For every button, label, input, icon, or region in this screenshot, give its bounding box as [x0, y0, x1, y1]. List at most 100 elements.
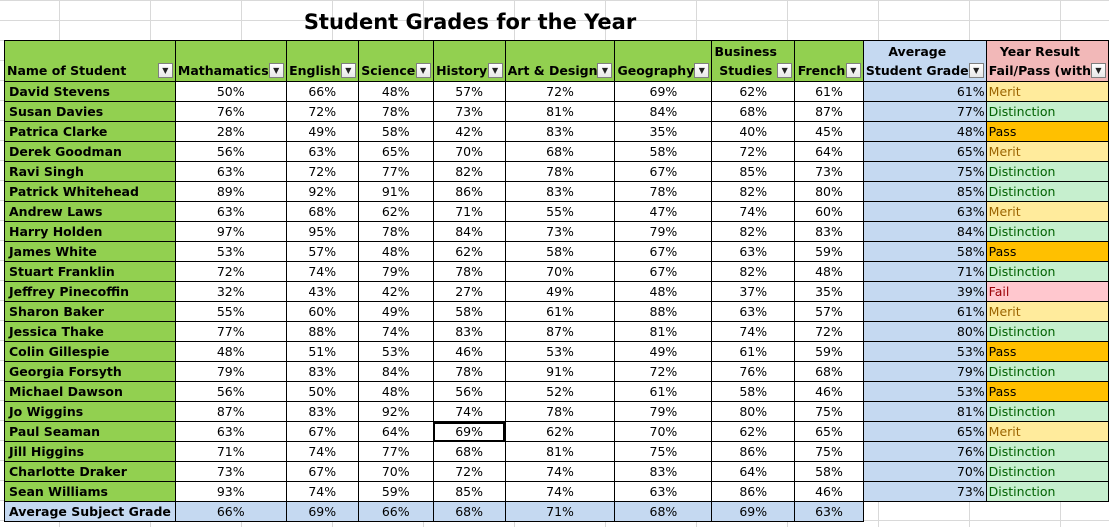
grade-cell[interactable]: 85%: [432, 481, 506, 502]
grade-cell[interactable]: 64%: [711, 461, 796, 482]
filter-result-icon[interactable]: ▼: [1091, 63, 1106, 78]
grade-cell[interactable]: 42%: [432, 121, 506, 142]
grade-cell[interactable]: 64%: [357, 421, 434, 442]
grade-cell[interactable]: 62%: [504, 421, 616, 442]
student-name-cell[interactable]: Paul Seaman: [4, 421, 176, 442]
grade-cell[interactable]: 87%: [794, 101, 864, 122]
year-result-cell[interactable]: Distinction: [985, 441, 1109, 462]
student-name-cell[interactable]: Harry Holden: [4, 221, 176, 242]
grade-cell[interactable]: 78%: [504, 161, 616, 182]
grade-cell[interactable]: 87%: [174, 401, 287, 422]
grade-cell[interactable]: 82%: [711, 221, 796, 242]
grade-cell[interactable]: 55%: [174, 301, 287, 322]
grade-cell[interactable]: 82%: [432, 161, 506, 182]
year-result-cell[interactable]: Distinction: [985, 461, 1109, 482]
grade-cell[interactable]: 50%: [174, 81, 287, 102]
grade-cell[interactable]: 75%: [794, 441, 864, 462]
grade-cell[interactable]: 58%: [432, 301, 506, 322]
grade-cell[interactable]: 85%: [711, 161, 796, 182]
year-result-cell[interactable]: Merit: [985, 141, 1109, 162]
grade-cell[interactable]: 79%: [614, 401, 713, 422]
student-name-cell[interactable]: Stuart Franklin: [4, 261, 176, 282]
year-result-cell[interactable]: Distinction: [985, 361, 1109, 382]
grade-cell[interactable]: 63%: [285, 141, 359, 162]
grade-cell[interactable]: 81%: [504, 101, 616, 122]
grade-cell[interactable]: 53%: [504, 341, 616, 362]
grade-cell[interactable]: 59%: [794, 241, 864, 262]
grade-cell[interactable]: 83%: [794, 221, 864, 242]
filter-subject-6-icon[interactable]: ▼: [777, 63, 793, 78]
grade-cell[interactable]: 60%: [794, 201, 864, 222]
grade-cell[interactable]: 83%: [432, 321, 506, 342]
grade-cell[interactable]: 74%: [285, 481, 359, 502]
grade-cell[interactable]: 53%: [174, 241, 287, 262]
student-name-cell[interactable]: Susan Davies: [4, 101, 176, 122]
filter-subject-7-icon[interactable]: ▼: [845, 63, 861, 78]
grade-cell[interactable]: 80%: [794, 181, 864, 202]
grade-cell[interactable]: 53%: [357, 341, 434, 362]
subject-average-cell[interactable]: 68%: [614, 501, 713, 522]
grade-cell[interactable]: 56%: [432, 381, 506, 402]
grade-cell[interactable]: 75%: [614, 441, 713, 462]
average-grade-cell[interactable]: 48%: [862, 121, 987, 142]
grade-cell[interactable]: 73%: [432, 101, 506, 122]
grade-cell[interactable]: 60%: [285, 301, 359, 322]
grade-cell[interactable]: 71%: [432, 201, 506, 222]
average-subject-grade-label[interactable]: Average Subject Grade: [4, 501, 176, 522]
grade-cell[interactable]: 84%: [432, 221, 506, 242]
grade-cell[interactable]: 83%: [285, 361, 359, 382]
average-grade-cell[interactable]: 79%: [862, 361, 987, 382]
average-grade-cell[interactable]: 53%: [862, 341, 987, 362]
average-grade-cell[interactable]: 73%: [862, 481, 987, 502]
grade-cell[interactable]: 58%: [504, 241, 616, 262]
student-name-cell[interactable]: Andrew Laws: [4, 201, 176, 222]
grade-cell[interactable]: 78%: [432, 361, 506, 382]
year-result-cell[interactable]: Distinction: [985, 481, 1109, 502]
grade-cell[interactable]: 66%: [285, 81, 359, 102]
grade-cell[interactable]: 81%: [614, 321, 713, 342]
grade-cell[interactable]: 72%: [432, 461, 506, 482]
grade-cell[interactable]: 73%: [504, 221, 616, 242]
year-result-cell[interactable]: Distinction: [985, 101, 1109, 122]
grade-cell[interactable]: 50%: [285, 381, 359, 402]
grade-cell[interactable]: 46%: [432, 341, 506, 362]
grade-cell[interactable]: 57%: [432, 81, 506, 102]
grade-cell[interactable]: 83%: [504, 181, 616, 202]
grade-cell[interactable]: 68%: [794, 361, 864, 382]
grade-cell[interactable]: 80%: [711, 401, 796, 422]
grade-cell[interactable]: 84%: [614, 101, 713, 122]
grade-cell[interactable]: 48%: [357, 81, 434, 102]
grade-cell[interactable]: 62%: [711, 81, 796, 102]
filter-subject-0-icon[interactable]: ▼: [268, 63, 284, 78]
grade-cell[interactable]: 92%: [285, 181, 359, 202]
grade-cell[interactable]: 27%: [432, 281, 506, 302]
grade-cell[interactable]: 67%: [285, 461, 359, 482]
grade-cell[interactable]: 78%: [504, 401, 616, 422]
subject-average-cell[interactable]: 71%: [504, 501, 616, 522]
grade-cell[interactable]: 88%: [285, 321, 359, 342]
grade-cell[interactable]: 58%: [794, 461, 864, 482]
grade-cell[interactable]: 63%: [711, 301, 796, 322]
grade-cell[interactable]: 95%: [285, 221, 359, 242]
year-result-cell[interactable]: Distinction: [985, 321, 1109, 342]
grade-cell[interactable]: 72%: [174, 261, 287, 282]
grade-cell[interactable]: 58%: [357, 121, 434, 142]
grade-cell[interactable]: 77%: [357, 161, 434, 182]
average-grade-cell[interactable]: 80%: [862, 321, 987, 342]
student-name-cell[interactable]: Charlotte Draker: [4, 461, 176, 482]
grade-cell[interactable]: 75%: [794, 401, 864, 422]
average-grade-cell[interactable]: 65%: [862, 141, 987, 162]
grade-cell[interactable]: 70%: [614, 421, 713, 442]
year-result-cell[interactable]: Merit: [985, 421, 1109, 442]
grade-cell[interactable]: 67%: [614, 241, 713, 262]
grade-cell[interactable]: 45%: [794, 121, 864, 142]
grade-cell[interactable]: 72%: [614, 361, 713, 382]
grade-cell[interactable]: 76%: [174, 101, 287, 122]
grade-cell[interactable]: 62%: [432, 241, 506, 262]
grade-cell[interactable]: 77%: [357, 441, 434, 462]
grade-cell[interactable]: 92%: [357, 401, 434, 422]
student-name-cell[interactable]: David Stevens: [4, 81, 176, 102]
grade-cell[interactable]: 35%: [614, 121, 713, 142]
year-result-cell[interactable]: Merit: [985, 81, 1109, 102]
year-result-cell[interactable]: Merit: [985, 301, 1109, 322]
